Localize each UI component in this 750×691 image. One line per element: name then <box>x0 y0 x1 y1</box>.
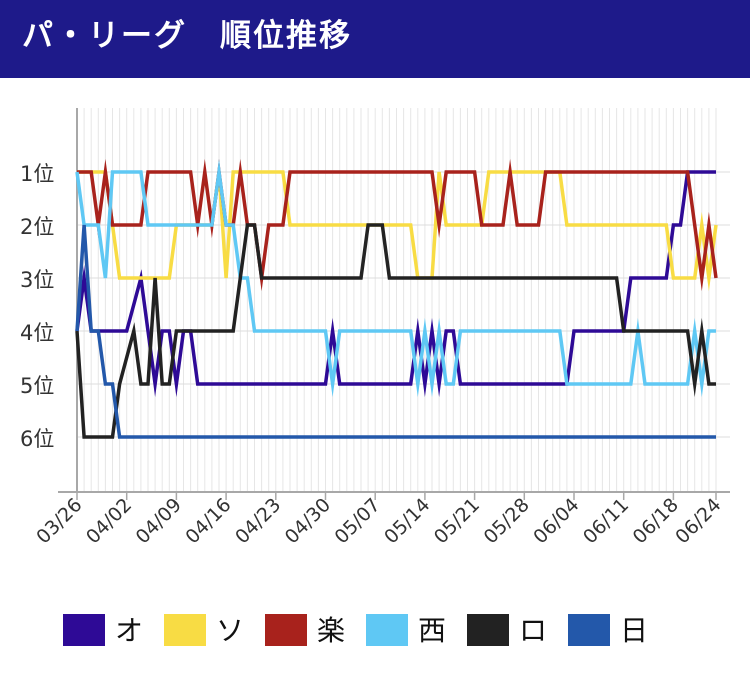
legend-label: 西 <box>418 614 447 647</box>
series-line <box>75 224 716 439</box>
y-tick-label: 5位 <box>20 374 54 398</box>
chart-legend: オソ楽西ロ日 <box>63 612 743 650</box>
y-tick-label: 4位 <box>20 321 54 345</box>
legend-label: ロ <box>519 614 548 647</box>
x-tick-label: 04/30 <box>281 494 335 548</box>
legend-swatch <box>366 614 408 646</box>
x-tick-label: 06/04 <box>529 494 583 548</box>
x-tick-label: 04/09 <box>132 494 186 548</box>
y-tick-label: 2位 <box>20 215 54 239</box>
x-tick-label: 06/11 <box>579 494 633 548</box>
series-line <box>75 223 716 439</box>
legend-swatch <box>265 614 307 646</box>
legend-swatch <box>467 614 509 646</box>
legend-label: 日 <box>620 614 649 647</box>
x-tick-label: 06/24 <box>671 494 725 548</box>
legend-swatch <box>568 614 610 646</box>
legend-swatch <box>63 614 105 646</box>
chart-header: パ・リーグ 順位推移 <box>0 0 750 78</box>
y-tick-label: 1位 <box>20 162 54 186</box>
chart-title: パ・リーグ 順位推移 <box>22 18 352 54</box>
legend-swatch <box>164 614 206 646</box>
x-tick-label: 05/28 <box>480 494 534 548</box>
x-tick-label: 06/18 <box>629 494 683 548</box>
x-tick-label: 04/16 <box>181 494 235 548</box>
y-tick-label: 3位 <box>20 268 54 292</box>
x-tick-label: 03/26 <box>32 494 86 548</box>
legend-label: ソ <box>216 614 245 647</box>
x-tick-label: 04/02 <box>82 494 136 548</box>
x-tick-label: 04/23 <box>231 494 285 548</box>
x-tick-label: 05/14 <box>380 494 434 548</box>
rank-chart: 1位 2位 3位 4位 5位 6位 03/2604/0204/0904/1604/2304/… <box>20 108 730 548</box>
y-tick-label: 6位 <box>20 427 54 451</box>
legend-label: 楽 <box>317 614 346 647</box>
x-tick-label: 05/21 <box>430 494 484 548</box>
legend-label: オ <box>115 614 144 647</box>
x-tick-label: 05/07 <box>330 494 384 548</box>
